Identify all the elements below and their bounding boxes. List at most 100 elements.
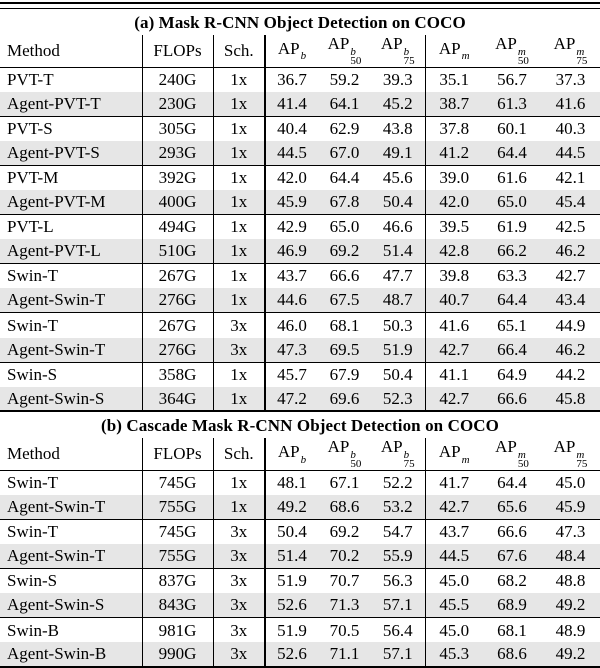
method-cell: Agent-PVT-M bbox=[7, 192, 106, 212]
table-row: PVT-S 305G 1x 40.4 62.9 43.8 37.8 60.1 40.3 bbox=[0, 116, 600, 141]
ap-value-cell: 67.6 bbox=[497, 546, 527, 566]
ap-subscript: 75 bbox=[403, 458, 415, 471]
ap-value-cell: 49.2 bbox=[555, 644, 586, 664]
ap-value-cell: 41.6 bbox=[424, 312, 483, 338]
ap-value-cell: 64.4 bbox=[497, 472, 527, 492]
schedule-cell: 1x bbox=[212, 67, 265, 92]
flops-cell: 510G bbox=[141, 239, 213, 264]
row-group: Swin-S 837G 3x 51.9 70.7 56.3 45.0 68.2 48.8 … bbox=[0, 568, 600, 618]
table-row: Agent-Swin-T 276G 1x 44.6 67.5 48.7 40.7 64.… bbox=[0, 288, 600, 313]
method-cell: PVT-S bbox=[7, 118, 53, 138]
ap-value-cell: 69.2 bbox=[329, 241, 360, 261]
row-group: PVT-L 494G 1x 42.9 65.0 46.6 39.5 61.9 42.5 A… bbox=[0, 214, 600, 264]
ap-superscript: b bbox=[403, 45, 410, 58]
ap-value-cell: 66.6 bbox=[497, 388, 527, 408]
ap-value-cell: 70.5 bbox=[329, 620, 360, 640]
row-group: Swin-B 981G 3x 51.9 70.5 56.4 45.0 68.1 48.9 … bbox=[0, 617, 600, 668]
ap-column-header: AP b bbox=[264, 438, 318, 471]
ap-value-cell: 41.6 bbox=[555, 93, 586, 113]
ap-value-cell: 57.1 bbox=[382, 595, 413, 615]
ap-value-cell: 67.9 bbox=[329, 364, 360, 384]
ap-label-scripts: m bbox=[462, 454, 470, 466]
ap-value-cell: 46.2 bbox=[555, 241, 586, 261]
ap-subscript: 75 bbox=[576, 55, 588, 67]
ap-label-base: AP bbox=[438, 442, 461, 462]
ap-value-cell: 47.3 bbox=[555, 522, 586, 542]
ap-value-cell: 62.9 bbox=[329, 118, 360, 138]
method-cell: Swin-T bbox=[7, 472, 58, 492]
method-cell: PVT-L bbox=[7, 217, 54, 237]
ap-value-cell: 55.9 bbox=[382, 546, 413, 566]
ap-value-cell: 61.9 bbox=[497, 217, 527, 237]
flops-cell: 990G bbox=[141, 642, 213, 668]
ap-superscript: b bbox=[300, 50, 307, 63]
row-group: PVT-M 392G 1x 42.0 64.4 45.6 39.0 61.6 42.1 A… bbox=[0, 165, 600, 215]
flops-cell: 981G bbox=[141, 617, 213, 643]
ap-value-cell: 47.3 bbox=[264, 337, 318, 363]
ap-value-cell: 65.0 bbox=[497, 192, 527, 212]
ap-column-header: AP m 75 bbox=[541, 35, 600, 67]
results-grid: Method FLOPs Sch. AP b AP b 50 AP b 75 AP m AP m 50 A… bbox=[0, 438, 600, 668]
method-cell: PVT-T bbox=[7, 69, 54, 89]
row-group: Swin-S 358G 1x 45.7 67.9 50.4 41.1 64.9 44.2 … bbox=[0, 362, 600, 412]
ap-value-cell: 43.4 bbox=[555, 290, 586, 310]
table-title: (b) Cascade Mask R-CNN Object Detection … bbox=[100, 416, 499, 436]
flops-column-header: FLOPs bbox=[141, 438, 213, 471]
ap-value-cell: 69.2 bbox=[329, 522, 360, 542]
ap-value-cell: 65.0 bbox=[329, 217, 360, 237]
flops-cell: 400G bbox=[141, 189, 213, 215]
ap-value-cell: 44.5 bbox=[424, 544, 483, 569]
ap-value-cell: 66.6 bbox=[329, 266, 360, 286]
ap-label-scripts: m 50 bbox=[518, 46, 529, 67]
ap-value-cell: 45.0 bbox=[424, 617, 483, 643]
row-group: Swin-T 745G 3x 50.4 69.2 54.7 43.7 66.6 47.3 … bbox=[0, 519, 600, 569]
method-column-header: Method bbox=[7, 444, 60, 464]
ap-value-cell: 43.7 bbox=[424, 519, 483, 545]
ap-value-cell: 51.4 bbox=[264, 544, 318, 569]
ap-value-cell: 43.8 bbox=[382, 118, 413, 138]
ap-value-cell: 70.7 bbox=[329, 571, 360, 591]
ap-value-cell: 68.1 bbox=[497, 620, 527, 640]
ap-value-cell: 39.0 bbox=[424, 165, 483, 190]
ap-value-cell: 35.1 bbox=[424, 67, 483, 92]
method-cell: Agent-Swin-T bbox=[7, 546, 106, 566]
ap-value-cell: 68.6 bbox=[497, 644, 527, 664]
ap-value-cell: 64.4 bbox=[497, 290, 527, 310]
schedule-cell: 3x bbox=[212, 617, 265, 643]
ap-column-header: AP b 50 bbox=[318, 35, 371, 67]
ap-value-cell: 70.2 bbox=[329, 546, 360, 566]
ap-value-cell: 41.4 bbox=[264, 91, 318, 117]
ap-value-cell: 42.1 bbox=[555, 168, 586, 187]
ap-value-cell: 50.4 bbox=[264, 519, 318, 545]
flops-cell: 230G bbox=[141, 91, 213, 117]
table-row: Agent-PVT-L 510G 1x 46.9 69.2 51.4 42.8 66.2… bbox=[0, 239, 600, 264]
ap-value-cell: 42.7 bbox=[424, 386, 483, 412]
ap-value-cell: 53.2 bbox=[382, 497, 413, 517]
ap-value-cell: 56.7 bbox=[497, 69, 527, 89]
table-row: Swin-S 837G 3x 51.9 70.7 56.3 45.0 68.2 48.8 bbox=[0, 568, 600, 594]
ap-value-cell: 68.1 bbox=[329, 315, 360, 335]
table-row: Agent-PVT-M 400G 1x 45.9 67.8 50.4 42.0 65.0… bbox=[0, 189, 600, 215]
ap-label-scripts: b bbox=[301, 454, 307, 466]
row-group: PVT-T 240G 1x 36.7 59.2 39.3 35.1 56.7 37.3 A… bbox=[0, 67, 600, 117]
flops-cell: 293G bbox=[141, 140, 213, 166]
schedule-cell: 3x bbox=[212, 519, 265, 545]
ap-value-cell: 61.6 bbox=[497, 168, 527, 187]
ap-value-cell: 42.0 bbox=[264, 165, 318, 190]
table-row: Agent-PVT-T 230G 1x 41.4 64.1 45.2 38.7 61.3… bbox=[0, 91, 600, 117]
table-a-mask-rcnn: (a) Mask R-CNN Object Detection on COCO … bbox=[0, 2, 600, 413]
table-row: PVT-L 494G 1x 42.9 65.0 46.6 39.5 61.9 42.5 bbox=[0, 214, 600, 240]
table-row: Swin-T 745G 1x 48.1 67.1 52.2 41.7 64.4 45.0 bbox=[0, 470, 600, 495]
method-cell: Agent-Swin-S bbox=[7, 595, 105, 615]
ap-superscript: b bbox=[350, 448, 356, 461]
ap-value-cell: 48.9 bbox=[555, 620, 586, 640]
ap-value-cell: 50.4 bbox=[382, 364, 413, 384]
row-group: Swin-T 745G 1x 48.1 67.1 52.2 41.7 64.4 45.0 … bbox=[0, 470, 600, 520]
method-cell: Agent-Swin-T bbox=[7, 290, 106, 310]
ap-subscript: 75 bbox=[403, 55, 415, 67]
ap-value-cell: 47.7 bbox=[382, 266, 413, 286]
flops-cell: 755G bbox=[141, 494, 213, 520]
ap-value-cell: 41.2 bbox=[424, 140, 483, 166]
ap-value-cell: 63.3 bbox=[497, 266, 527, 286]
schedule-cell: 3x bbox=[212, 337, 265, 363]
